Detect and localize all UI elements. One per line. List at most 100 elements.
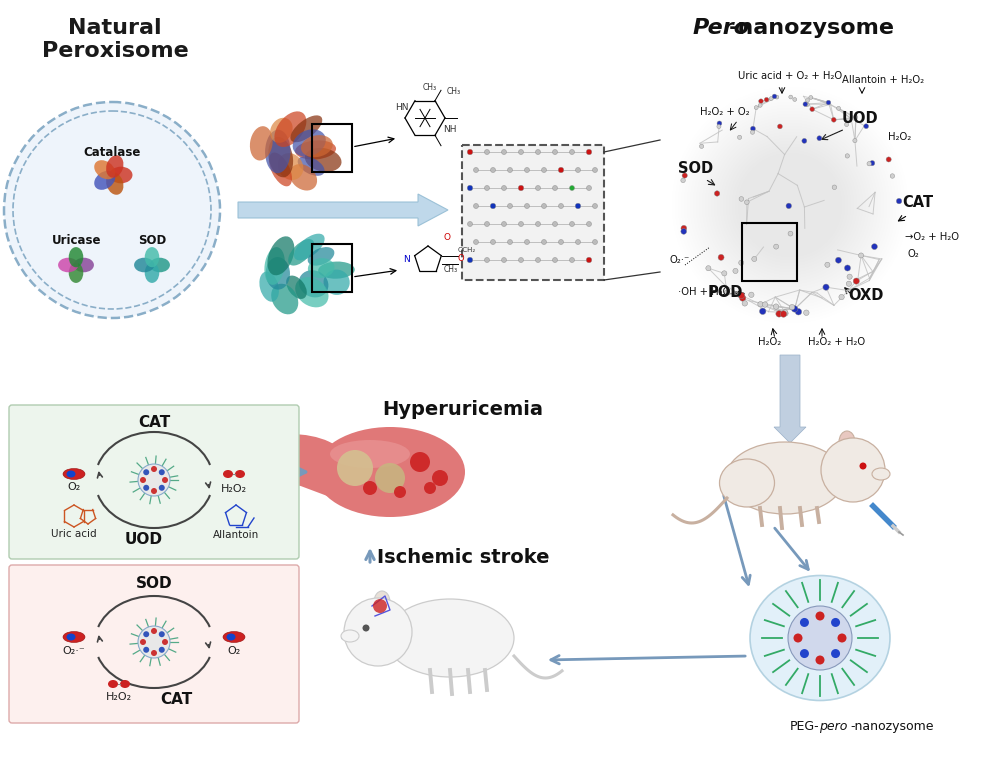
Circle shape — [474, 168, 479, 172]
Text: HN: HN — [395, 103, 408, 112]
Ellipse shape — [68, 262, 83, 283]
Circle shape — [432, 470, 448, 486]
Circle shape — [558, 168, 564, 173]
Circle shape — [501, 149, 506, 155]
Ellipse shape — [270, 118, 292, 143]
Text: Catalase: Catalase — [83, 145, 141, 158]
Circle shape — [837, 633, 846, 643]
Circle shape — [759, 99, 763, 103]
Circle shape — [501, 222, 506, 226]
Polygon shape — [225, 434, 330, 497]
Circle shape — [344, 598, 412, 666]
Circle shape — [788, 231, 793, 236]
Circle shape — [491, 168, 496, 172]
Text: CAT: CAT — [160, 692, 192, 708]
Ellipse shape — [341, 630, 359, 642]
Circle shape — [809, 96, 813, 99]
Text: H₂O₂ + H₂O: H₂O₂ + H₂O — [808, 337, 865, 347]
Circle shape — [744, 200, 749, 204]
Ellipse shape — [66, 470, 75, 477]
Text: H₂O₂ + O₂: H₂O₂ + O₂ — [700, 107, 749, 117]
Ellipse shape — [277, 153, 303, 180]
Text: POD: POD — [708, 285, 743, 300]
Ellipse shape — [386, 599, 514, 677]
Circle shape — [570, 222, 575, 226]
Text: CH₃: CH₃ — [447, 87, 461, 96]
Ellipse shape — [299, 270, 328, 298]
Circle shape — [140, 639, 146, 645]
Circle shape — [394, 486, 406, 498]
Circle shape — [559, 239, 564, 245]
Bar — [462, 145, 604, 280]
Ellipse shape — [266, 257, 290, 290]
Circle shape — [159, 631, 165, 637]
Circle shape — [853, 278, 859, 284]
Circle shape — [738, 292, 744, 298]
Ellipse shape — [272, 284, 298, 314]
Ellipse shape — [268, 236, 294, 275]
Circle shape — [853, 116, 858, 119]
Circle shape — [535, 149, 540, 155]
Circle shape — [752, 256, 757, 262]
Text: O₂: O₂ — [67, 482, 80, 492]
Circle shape — [337, 450, 373, 486]
Circle shape — [836, 106, 840, 110]
Text: Uricase: Uricase — [53, 233, 102, 246]
Circle shape — [524, 203, 529, 209]
Text: Uric acid: Uric acid — [52, 529, 97, 539]
Circle shape — [739, 295, 746, 301]
Circle shape — [467, 257, 473, 262]
Circle shape — [138, 464, 170, 496]
Circle shape — [474, 203, 479, 209]
Circle shape — [847, 274, 852, 279]
Circle shape — [576, 168, 581, 172]
Ellipse shape — [374, 591, 390, 613]
Circle shape — [759, 308, 766, 314]
Ellipse shape — [719, 459, 775, 507]
Circle shape — [733, 269, 738, 274]
Circle shape — [716, 125, 721, 129]
Circle shape — [553, 149, 558, 155]
Circle shape — [507, 239, 512, 245]
Circle shape — [896, 198, 902, 203]
Ellipse shape — [318, 262, 355, 278]
Circle shape — [524, 239, 529, 245]
Ellipse shape — [726, 442, 844, 514]
Circle shape — [795, 308, 802, 315]
Circle shape — [474, 239, 479, 245]
Circle shape — [886, 157, 891, 162]
Circle shape — [789, 95, 793, 99]
Circle shape — [575, 203, 581, 209]
Text: N: N — [403, 255, 409, 264]
Circle shape — [776, 311, 782, 317]
Ellipse shape — [750, 575, 890, 701]
Circle shape — [758, 103, 762, 107]
Text: CH₃: CH₃ — [423, 83, 437, 92]
FancyBboxPatch shape — [9, 565, 299, 723]
Circle shape — [859, 463, 866, 470]
Circle shape — [870, 161, 875, 166]
Text: O: O — [444, 233, 451, 242]
Ellipse shape — [295, 277, 328, 308]
Circle shape — [681, 226, 687, 231]
Ellipse shape — [58, 258, 78, 272]
Text: O: O — [458, 254, 465, 263]
Circle shape — [816, 611, 825, 620]
Circle shape — [541, 239, 546, 245]
Circle shape — [587, 222, 592, 226]
Circle shape — [750, 126, 755, 131]
Circle shape — [794, 633, 803, 643]
Circle shape — [853, 138, 857, 143]
Text: SOD: SOD — [138, 233, 166, 246]
Ellipse shape — [223, 470, 233, 478]
Circle shape — [4, 102, 220, 318]
Circle shape — [754, 106, 758, 109]
Text: -nanozysome: -nanozysome — [729, 18, 895, 38]
Circle shape — [839, 295, 844, 300]
Text: NH: NH — [443, 125, 457, 134]
Text: Natural
Peroxisome: Natural Peroxisome — [42, 18, 188, 61]
Circle shape — [518, 222, 523, 226]
Circle shape — [800, 618, 809, 627]
Circle shape — [871, 244, 877, 249]
Text: CAT: CAT — [902, 195, 934, 210]
